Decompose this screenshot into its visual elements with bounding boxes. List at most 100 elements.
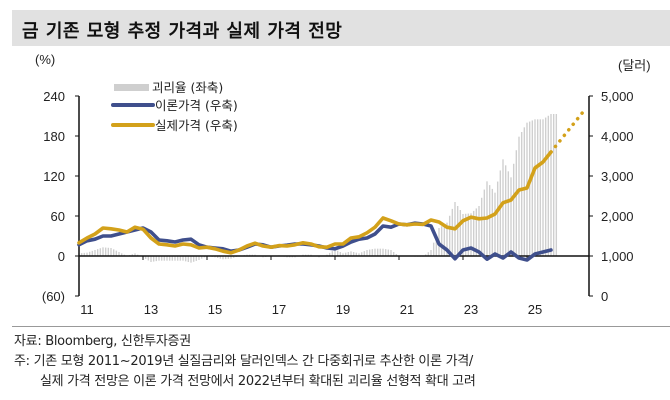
gap-bar — [363, 251, 366, 256]
legend-swatch-gap — [114, 84, 149, 91]
left-tick-label: 60 — [51, 209, 65, 224]
source-text: 자료: Bloomberg, 신한투자증권 — [14, 334, 191, 349]
footer-divider — [12, 326, 670, 327]
gap-bar — [507, 171, 510, 256]
gap-bar — [150, 256, 152, 262]
gap-bar — [379, 248, 382, 256]
gap-bar — [544, 117, 547, 256]
gap-bar — [478, 206, 480, 256]
gap-bar — [424, 254, 427, 256]
gap-bar — [352, 252, 355, 256]
left-axis-unit: (%) — [35, 52, 55, 67]
gap-bar — [550, 114, 552, 256]
gap-bar — [163, 256, 166, 261]
gap-bar — [462, 214, 464, 256]
note-line-2: 실제 가격 전망은 이론 가격 전망에서 2022년부터 확대된 괴리율 선형적… — [40, 374, 476, 389]
gap-bar — [216, 256, 219, 258]
gap-bar — [339, 252, 342, 256]
gap-bar — [80, 253, 83, 256]
gap-bar — [528, 121, 531, 256]
gap-bar — [104, 247, 107, 256]
left-tick-label: 0 — [58, 249, 65, 264]
gap-bar — [107, 247, 110, 256]
left-tick-label: 240 — [43, 89, 65, 104]
gap-bar — [179, 256, 182, 261]
gap-bar — [534, 119, 536, 256]
gap-bar — [523, 127, 526, 256]
gap-bar — [160, 256, 163, 261]
right-tick-label: 4,000 — [601, 129, 634, 144]
gap-bar — [496, 181, 499, 256]
legend-label-actual: 실제가격 (우축) — [155, 118, 238, 133]
gap-bar — [192, 256, 195, 262]
gap-bar — [347, 252, 350, 256]
x-tick-label: 11 — [80, 302, 94, 317]
gap-bar — [144, 256, 147, 259]
x-tick-label: 13 — [144, 302, 158, 317]
legend: 괴리율 (좌축) 이론가격 (우축) 실제가격 (우축) — [111, 80, 238, 133]
chart: (%) (달러) (60) 0 60 120 180 240 0 1,000 2,000 3,00… — [35, 52, 651, 317]
x-tick-label: 21 — [400, 302, 414, 317]
gap-bar — [88, 251, 91, 256]
gap-bar — [448, 215, 451, 256]
gap-bar — [344, 252, 347, 256]
gap-bar — [166, 256, 168, 261]
gap-bar — [510, 177, 512, 256]
left-tick-label: (60) — [42, 289, 65, 304]
gap-bar — [387, 249, 390, 256]
gap-bar — [491, 188, 494, 256]
gap-bar — [171, 256, 174, 261]
gap-bar — [499, 170, 502, 256]
gap-bar — [200, 256, 203, 259]
gap-bar — [515, 150, 518, 256]
gap-bar — [174, 256, 176, 261]
right-tick-label: 3,000 — [601, 169, 634, 184]
gap-bar — [182, 256, 184, 261]
gap-bar — [382, 248, 384, 256]
gap-bar — [539, 119, 542, 256]
gap-bar — [459, 210, 462, 256]
gap-bar — [110, 248, 112, 256]
gap-bar — [475, 208, 478, 256]
gap-bar — [547, 115, 550, 257]
forecast-dotted-line — [549, 108, 587, 154]
gap-bar — [467, 213, 470, 256]
right-tick-label: 1,000 — [601, 249, 634, 264]
gap-bar — [222, 256, 224, 260]
x-tick-label: 25 — [528, 302, 542, 317]
legend-label-gap: 괴리율 (좌축) — [152, 80, 223, 95]
gap-bar — [542, 119, 544, 256]
left-tick-label: 180 — [43, 129, 65, 144]
gap-bar — [371, 249, 374, 256]
gap-bar — [520, 132, 523, 256]
gap-bar — [184, 256, 187, 262]
gap-bar — [350, 251, 352, 256]
gap-bar — [86, 252, 88, 256]
gap-bar — [443, 224, 446, 256]
gap-bar — [502, 159, 504, 256]
x-tick-label: 15 — [208, 302, 222, 317]
gap-bar — [115, 250, 118, 256]
gap-bar — [552, 114, 555, 256]
gap-bar — [384, 249, 387, 256]
gap-bar — [488, 185, 491, 256]
gap-bar — [451, 208, 454, 256]
gap-bar — [470, 213, 472, 256]
gap-bar — [331, 251, 334, 256]
gap-bar — [390, 250, 392, 256]
gap-bar — [219, 256, 222, 259]
gap-bar — [187, 256, 190, 262]
left-tick-label: 120 — [43, 169, 65, 184]
gap-bar — [168, 256, 171, 261]
gap-bar — [336, 250, 339, 256]
gap-bar — [360, 252, 363, 256]
gap-bar — [480, 197, 483, 256]
chart-title: 금 기존 모형 추정 가격과 실제 가격 전망 — [22, 21, 343, 42]
gap-bar — [195, 256, 198, 261]
gap-bar — [392, 252, 395, 256]
note-line-1: 주: 기존 모형 2011~2019년 실질금리와 달러인덱스 간 다중회귀로 … — [14, 354, 473, 369]
right-tick-label: 2,000 — [601, 209, 634, 224]
gap-bar — [368, 249, 371, 256]
gap-bar — [427, 252, 430, 256]
gap-bar — [376, 248, 379, 256]
